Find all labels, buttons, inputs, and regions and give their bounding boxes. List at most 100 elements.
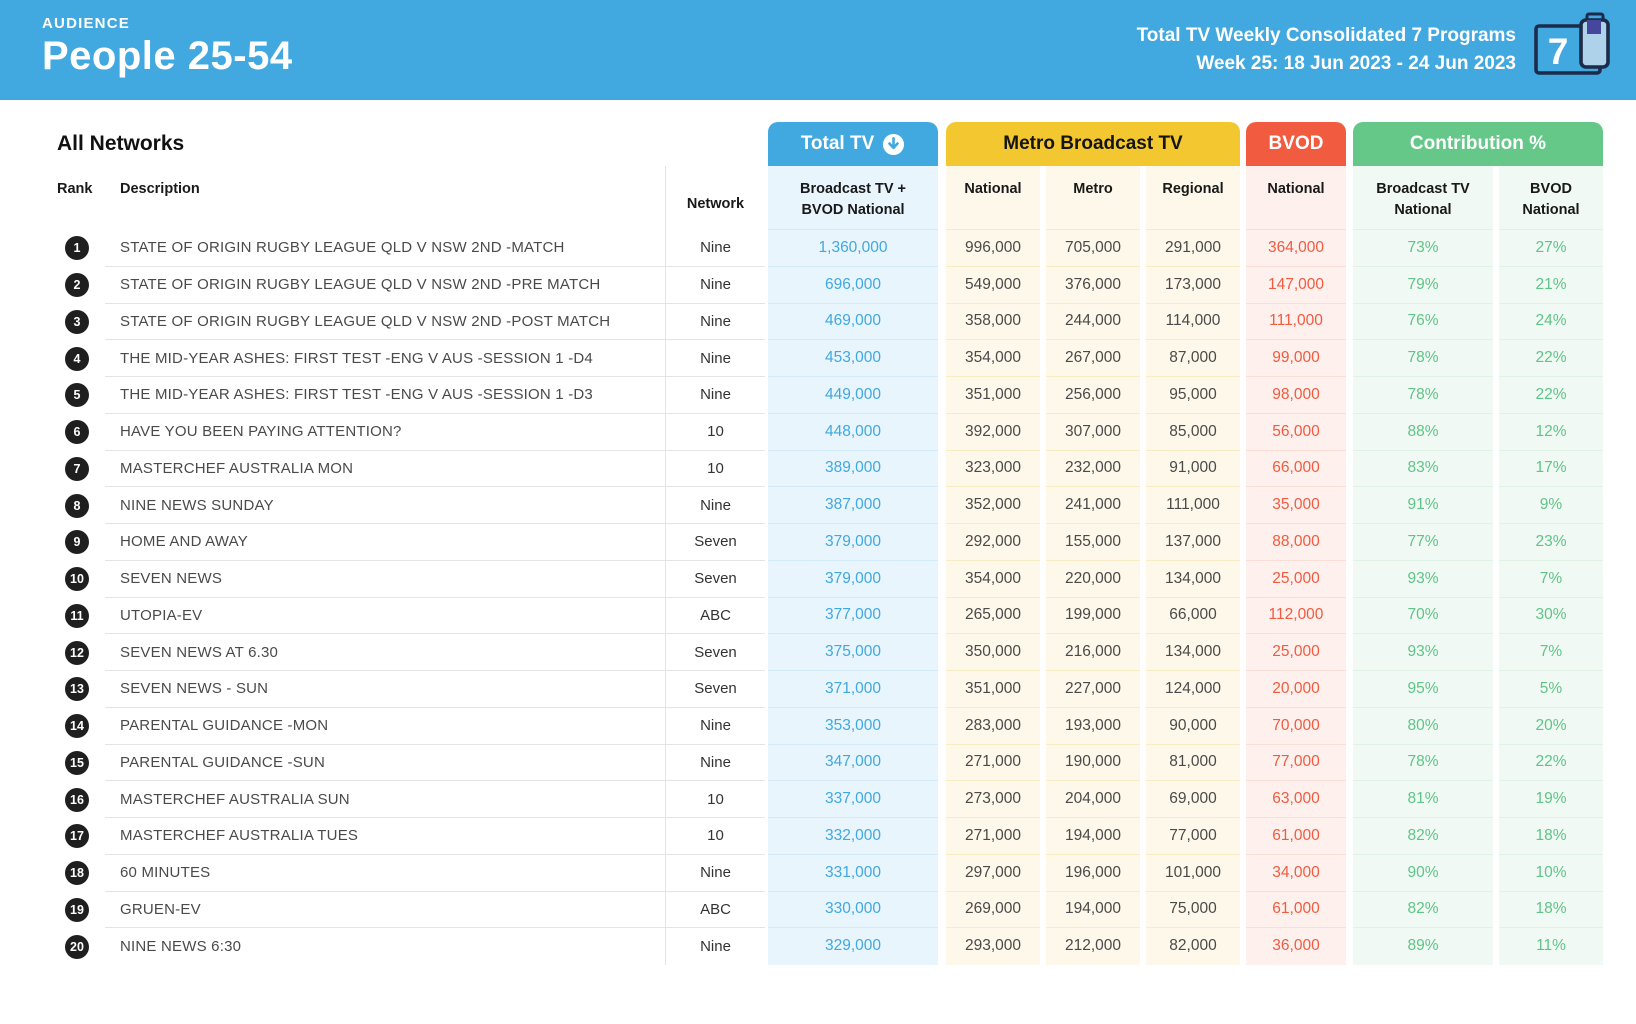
- total-tv-value-cell: 1,360,000: [768, 230, 938, 267]
- table-row: 4 THE MID-YEAR ASHES: FIRST TEST -ENG V …: [57, 340, 1636, 377]
- description-cell: GRUEN-EV: [105, 892, 665, 929]
- contrib-broadcast-value-cell: 77%: [1353, 524, 1493, 561]
- contrib-broadcast-value-cell: 89%: [1353, 928, 1493, 965]
- metro-regional-value-cell: 75,000: [1146, 891, 1240, 929]
- rank-cell: 13: [57, 671, 105, 708]
- contrib-bvod-value-cell: 27%: [1499, 230, 1603, 267]
- rank-badge: 17: [65, 824, 89, 849]
- rank-badge: 9: [65, 530, 89, 555]
- contrib-bvod-value-cell: 22%: [1499, 744, 1603, 782]
- total-tv-value-cell: 330,000: [768, 891, 938, 929]
- metro-metro-value-cell: 376,000: [1046, 266, 1140, 304]
- description-cell: SEVEN NEWS AT 6.30: [105, 634, 665, 671]
- rank-badge: 12: [65, 640, 89, 665]
- metro-regional-value-cell: 91,000: [1146, 450, 1240, 488]
- contrib-bvod-value-cell: 9%: [1499, 487, 1603, 524]
- description-cell: 60 MINUTES: [105, 855, 665, 892]
- group-label-total-tv: Total TV: [800, 133, 875, 154]
- rank-badge: 19: [65, 897, 89, 922]
- table-row: 19 GRUEN-EV ABC 330,000 269,000 194,000 …: [57, 891, 1636, 929]
- rank-badge: 18: [65, 861, 89, 886]
- contrib-broadcast-value-cell: 73%: [1353, 230, 1493, 267]
- metro-national-value-cell: 323,000: [946, 450, 1040, 488]
- contrib-bvod-value-cell: 18%: [1499, 818, 1603, 855]
- description-cell: PARENTAL GUIDANCE -SUN: [105, 745, 665, 782]
- group-header-bvod[interactable]: BVOD: [1246, 122, 1346, 166]
- group-header-contribution[interactable]: Contribution %: [1353, 122, 1603, 166]
- description-cell: STATE OF ORIGIN RUGBY LEAGUE QLD V NSW 2…: [105, 267, 665, 304]
- metro-national-value-cell: 352,000: [946, 487, 1040, 524]
- group-header-total-tv[interactable]: Total TV: [768, 122, 938, 166]
- table-row: 9 HOME AND AWAY Seven 379,000 292,000 15…: [57, 524, 1636, 561]
- table-body: 1 STATE OF ORIGIN RUGBY LEAGUE QLD V NSW…: [57, 230, 1636, 965]
- network-cell: Nine: [665, 340, 765, 377]
- bvod-value-cell: 36,000: [1246, 928, 1346, 965]
- bvod-value-cell: 70,000: [1246, 707, 1346, 745]
- table-row: 17 MASTERCHEF AUSTRALIA TUES 10 332,000 …: [57, 818, 1636, 855]
- bvod-value-cell: 56,000: [1246, 413, 1346, 451]
- metro-national-value-cell: 996,000: [946, 230, 1040, 267]
- network-cell: Nine: [665, 707, 765, 745]
- metro-national-value-cell: 293,000: [946, 928, 1040, 965]
- sort-download-icon[interactable]: [882, 133, 905, 156]
- metro-national-value-cell: 392,000: [946, 413, 1040, 451]
- network-cell: Nine: [665, 230, 765, 267]
- description-cell: STATE OF ORIGIN RUGBY LEAGUE QLD V NSW 2…: [105, 304, 665, 341]
- metro-metro-value-cell: 212,000: [1046, 928, 1140, 965]
- contrib-broadcast-value-cell: 95%: [1353, 671, 1493, 708]
- total-tv-value-cell: 379,000: [768, 560, 938, 598]
- network-cell: 10: [665, 818, 765, 855]
- contrib-bvod-value-cell: 17%: [1499, 450, 1603, 488]
- total-tv-value-cell: 353,000: [768, 707, 938, 745]
- network-cell: Nine: [665, 266, 765, 304]
- column-header-row: Rank Description Network Broadcast TV + …: [57, 166, 1636, 230]
- table-row: 7 MASTERCHEF AUSTRALIA MON 10 389,000 32…: [57, 450, 1636, 488]
- metro-national-value-cell: 358,000: [946, 303, 1040, 341]
- rank-badge: 2: [65, 273, 89, 298]
- bvod-value-cell: 25,000: [1246, 560, 1346, 598]
- rank-badge: 14: [65, 714, 89, 739]
- table-row: 5 THE MID-YEAR ASHES: FIRST TEST -ENG V …: [57, 377, 1636, 414]
- total-tv-value-cell: 696,000: [768, 266, 938, 304]
- network-cell: 10: [665, 781, 765, 818]
- group-label-contribution: Contribution %: [1409, 133, 1547, 154]
- network-cell: Seven: [665, 671, 765, 708]
- contrib-bvod-value-cell: 21%: [1499, 266, 1603, 304]
- metro-regional-value-cell: 90,000: [1146, 707, 1240, 745]
- contrib-broadcast-value-cell: 91%: [1353, 487, 1493, 524]
- metro-regional-value-cell: 173,000: [1146, 266, 1240, 304]
- table-row: 3 STATE OF ORIGIN RUGBY LEAGUE QLD V NSW…: [57, 303, 1636, 341]
- report-name: Total TV Weekly Consolidated 7 Programs: [1136, 25, 1516, 46]
- col-header-bvod-national: National: [1246, 166, 1346, 230]
- metro-metro-value-cell: 204,000: [1046, 781, 1140, 818]
- total-tv-value-cell: 377,000: [768, 597, 938, 635]
- metro-regional-value-cell: 82,000: [1146, 928, 1240, 965]
- description-cell: UTOPIA-EV: [105, 598, 665, 635]
- metro-metro-value-cell: 194,000: [1046, 818, 1140, 855]
- metro-regional-value-cell: 85,000: [1146, 413, 1240, 451]
- group-header-metro-broadcast-tv[interactable]: Metro Broadcast TV: [946, 122, 1240, 166]
- contrib-broadcast-value-cell: 82%: [1353, 891, 1493, 929]
- contrib-broadcast-value-cell: 82%: [1353, 818, 1493, 855]
- contrib-broadcast-value-cell: 78%: [1353, 377, 1493, 414]
- bvod-value-cell: 77,000: [1246, 744, 1346, 782]
- rank-badge: 7: [65, 456, 89, 481]
- rank-badge: 20: [65, 934, 89, 959]
- total-tv-value-cell: 337,000: [768, 781, 938, 818]
- metro-metro-value-cell: 307,000: [1046, 413, 1140, 451]
- bvod-value-cell: 364,000: [1246, 230, 1346, 267]
- description-cell: PARENTAL GUIDANCE -MON: [105, 708, 665, 745]
- contrib-broadcast-value-cell: 79%: [1353, 266, 1493, 304]
- network-cell: Nine: [665, 377, 765, 414]
- bvod-value-cell: 63,000: [1246, 781, 1346, 818]
- rank-badge: 6: [65, 420, 89, 445]
- metro-national-value-cell: 351,000: [946, 671, 1040, 708]
- description-cell: SEVEN NEWS: [105, 561, 665, 598]
- rank-cell: 6: [57, 414, 105, 451]
- device-icon-number: 7: [1548, 31, 1569, 72]
- bvod-value-cell: 112,000: [1246, 597, 1346, 635]
- metro-regional-value-cell: 124,000: [1146, 671, 1240, 708]
- network-cell: Nine: [665, 744, 765, 782]
- rank-cell: 3: [57, 304, 105, 341]
- contrib-broadcast-value-cell: 83%: [1353, 450, 1493, 488]
